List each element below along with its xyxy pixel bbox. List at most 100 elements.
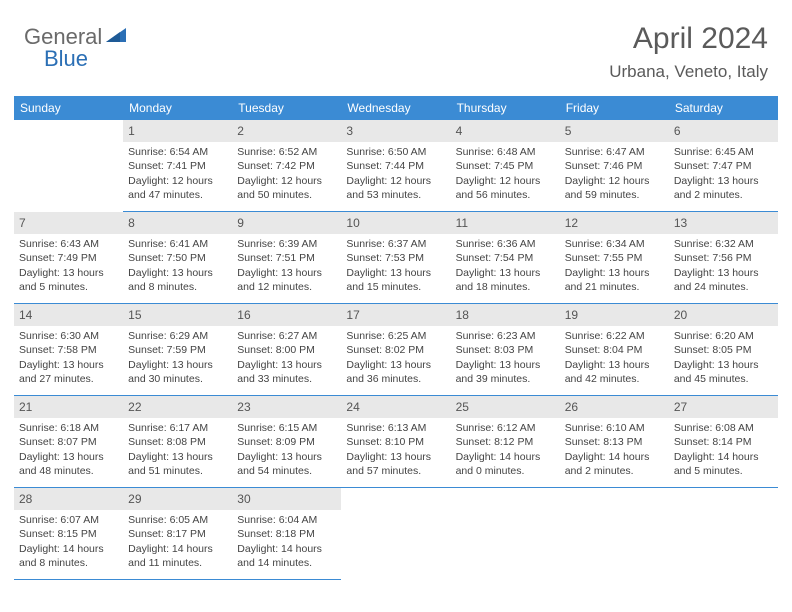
sunset-line: Sunset: 7:49 PM bbox=[19, 251, 118, 265]
sunset-line: Sunset: 7:59 PM bbox=[128, 343, 227, 357]
location-subtitle: Urbana, Veneto, Italy bbox=[609, 62, 768, 82]
day-number: 21 bbox=[14, 396, 123, 418]
sunset-line: Sunset: 8:12 PM bbox=[456, 435, 555, 449]
daylight-line: Daylight: 13 hours and 12 minutes. bbox=[237, 266, 336, 294]
calendar-day-29: 29Sunrise: 6:05 AMSunset: 8:17 PMDayligh… bbox=[123, 488, 232, 580]
day-number: 25 bbox=[451, 396, 560, 418]
day-number: 1 bbox=[123, 120, 232, 142]
day-number: 2 bbox=[232, 120, 341, 142]
calendar-empty-cell bbox=[341, 488, 450, 580]
day-details: Sunrise: 6:23 AMSunset: 8:03 PMDaylight:… bbox=[451, 326, 560, 391]
calendar-day-2: 2Sunrise: 6:52 AMSunset: 7:42 PMDaylight… bbox=[232, 120, 341, 212]
calendar-day-12: 12Sunrise: 6:34 AMSunset: 7:55 PMDayligh… bbox=[560, 212, 669, 304]
sunrise-line: Sunrise: 6:13 AM bbox=[346, 421, 445, 435]
sunset-line: Sunset: 8:18 PM bbox=[237, 527, 336, 541]
calendar-header-row: SundayMondayTuesdayWednesdayThursdayFrid… bbox=[14, 96, 778, 120]
sunrise-line: Sunrise: 6:45 AM bbox=[674, 145, 773, 159]
daylight-line: Daylight: 13 hours and 54 minutes. bbox=[237, 450, 336, 478]
sunrise-line: Sunrise: 6:41 AM bbox=[128, 237, 227, 251]
sunset-line: Sunset: 7:47 PM bbox=[674, 159, 773, 173]
calendar-day-25: 25Sunrise: 6:12 AMSunset: 8:12 PMDayligh… bbox=[451, 396, 560, 488]
daylight-line: Daylight: 13 hours and 39 minutes. bbox=[456, 358, 555, 386]
calendar-day-11: 11Sunrise: 6:36 AMSunset: 7:54 PMDayligh… bbox=[451, 212, 560, 304]
sunset-line: Sunset: 7:58 PM bbox=[19, 343, 118, 357]
calendar-day-24: 24Sunrise: 6:13 AMSunset: 8:10 PMDayligh… bbox=[341, 396, 450, 488]
sunrise-line: Sunrise: 6:37 AM bbox=[346, 237, 445, 251]
daylight-line: Daylight: 14 hours and 0 minutes. bbox=[456, 450, 555, 478]
sunrise-line: Sunrise: 6:08 AM bbox=[674, 421, 773, 435]
daylight-line: Daylight: 13 hours and 48 minutes. bbox=[19, 450, 118, 478]
day-details: Sunrise: 6:10 AMSunset: 8:13 PMDaylight:… bbox=[560, 418, 669, 483]
day-number: 14 bbox=[14, 304, 123, 326]
calendar-day-10: 10Sunrise: 6:37 AMSunset: 7:53 PMDayligh… bbox=[341, 212, 450, 304]
day-details: Sunrise: 6:15 AMSunset: 8:09 PMDaylight:… bbox=[232, 418, 341, 483]
day-details: Sunrise: 6:37 AMSunset: 7:53 PMDaylight:… bbox=[341, 234, 450, 299]
sunset-line: Sunset: 8:10 PM bbox=[346, 435, 445, 449]
sunset-line: Sunset: 7:42 PM bbox=[237, 159, 336, 173]
calendar-header-sunday: Sunday bbox=[14, 96, 123, 120]
day-details: Sunrise: 6:20 AMSunset: 8:05 PMDaylight:… bbox=[669, 326, 778, 391]
sunrise-line: Sunrise: 6:15 AM bbox=[237, 421, 336, 435]
sunrise-line: Sunrise: 6:52 AM bbox=[237, 145, 336, 159]
sunrise-line: Sunrise: 6:47 AM bbox=[565, 145, 664, 159]
calendar-body: 1Sunrise: 6:54 AMSunset: 7:41 PMDaylight… bbox=[14, 120, 778, 580]
day-number: 15 bbox=[123, 304, 232, 326]
day-details: Sunrise: 6:27 AMSunset: 8:00 PMDaylight:… bbox=[232, 326, 341, 391]
sunrise-line: Sunrise: 6:17 AM bbox=[128, 421, 227, 435]
sunrise-line: Sunrise: 6:32 AM bbox=[674, 237, 773, 251]
day-number: 4 bbox=[451, 120, 560, 142]
calendar-day-27: 27Sunrise: 6:08 AMSunset: 8:14 PMDayligh… bbox=[669, 396, 778, 488]
day-number: 27 bbox=[669, 396, 778, 418]
daylight-line: Daylight: 13 hours and 15 minutes. bbox=[346, 266, 445, 294]
daylight-line: Daylight: 13 hours and 57 minutes. bbox=[346, 450, 445, 478]
sunset-line: Sunset: 8:17 PM bbox=[128, 527, 227, 541]
daylight-line: Daylight: 13 hours and 27 minutes. bbox=[19, 358, 118, 386]
sunset-line: Sunset: 7:46 PM bbox=[565, 159, 664, 173]
page-title: April 2024 bbox=[633, 22, 768, 56]
sunset-line: Sunset: 8:04 PM bbox=[565, 343, 664, 357]
logo-text-blue-wrap: Blue bbox=[44, 46, 88, 72]
day-details: Sunrise: 6:54 AMSunset: 7:41 PMDaylight:… bbox=[123, 142, 232, 207]
daylight-line: Daylight: 12 hours and 59 minutes. bbox=[565, 174, 664, 202]
calendar-header-saturday: Saturday bbox=[669, 96, 778, 120]
daylight-line: Daylight: 13 hours and 36 minutes. bbox=[346, 358, 445, 386]
day-details: Sunrise: 6:25 AMSunset: 8:02 PMDaylight:… bbox=[341, 326, 450, 391]
daylight-line: Daylight: 14 hours and 2 minutes. bbox=[565, 450, 664, 478]
calendar-day-5: 5Sunrise: 6:47 AMSunset: 7:46 PMDaylight… bbox=[560, 120, 669, 212]
daylight-line: Daylight: 12 hours and 56 minutes. bbox=[456, 174, 555, 202]
sunset-line: Sunset: 7:53 PM bbox=[346, 251, 445, 265]
sunset-line: Sunset: 8:02 PM bbox=[346, 343, 445, 357]
daylight-line: Daylight: 13 hours and 45 minutes. bbox=[674, 358, 773, 386]
daylight-line: Daylight: 12 hours and 47 minutes. bbox=[128, 174, 227, 202]
sunrise-line: Sunrise: 6:22 AM bbox=[565, 329, 664, 343]
daylight-line: Daylight: 13 hours and 33 minutes. bbox=[237, 358, 336, 386]
day-number: 13 bbox=[669, 212, 778, 234]
day-number: 23 bbox=[232, 396, 341, 418]
calendar-day-19: 19Sunrise: 6:22 AMSunset: 8:04 PMDayligh… bbox=[560, 304, 669, 396]
sunset-line: Sunset: 8:03 PM bbox=[456, 343, 555, 357]
day-number: 6 bbox=[669, 120, 778, 142]
day-number: 22 bbox=[123, 396, 232, 418]
day-number: 8 bbox=[123, 212, 232, 234]
daylight-line: Daylight: 13 hours and 5 minutes. bbox=[19, 266, 118, 294]
calendar-day-7: 7Sunrise: 6:43 AMSunset: 7:49 PMDaylight… bbox=[14, 212, 123, 304]
day-details: Sunrise: 6:52 AMSunset: 7:42 PMDaylight:… bbox=[232, 142, 341, 207]
sunrise-line: Sunrise: 6:43 AM bbox=[19, 237, 118, 251]
sunset-line: Sunset: 8:05 PM bbox=[674, 343, 773, 357]
calendar-day-30: 30Sunrise: 6:04 AMSunset: 8:18 PMDayligh… bbox=[232, 488, 341, 580]
daylight-line: Daylight: 13 hours and 2 minutes. bbox=[674, 174, 773, 202]
calendar-day-6: 6 Sunrise: 6:45 AMSunset: 7:47 PMDaylight… bbox=[669, 120, 778, 212]
day-number: 26 bbox=[560, 396, 669, 418]
sunset-line: Sunset: 7:55 PM bbox=[565, 251, 664, 265]
day-details: Sunrise: 6:12 AMSunset: 8:12 PMDaylight:… bbox=[451, 418, 560, 483]
sunrise-line: Sunrise: 6:04 AM bbox=[237, 513, 336, 527]
calendar-header-monday: Monday bbox=[123, 96, 232, 120]
sunset-line: Sunset: 8:08 PM bbox=[128, 435, 227, 449]
calendar-header-wednesday: Wednesday bbox=[341, 96, 450, 120]
day-number: 18 bbox=[451, 304, 560, 326]
sunrise-line: Sunrise: 6:10 AM bbox=[565, 421, 664, 435]
day-number: 11 bbox=[451, 212, 560, 234]
daylight-line: Daylight: 14 hours and 5 minutes. bbox=[674, 450, 773, 478]
logo-triangle-icon bbox=[106, 26, 126, 49]
sunrise-line: Sunrise: 6:05 AM bbox=[128, 513, 227, 527]
